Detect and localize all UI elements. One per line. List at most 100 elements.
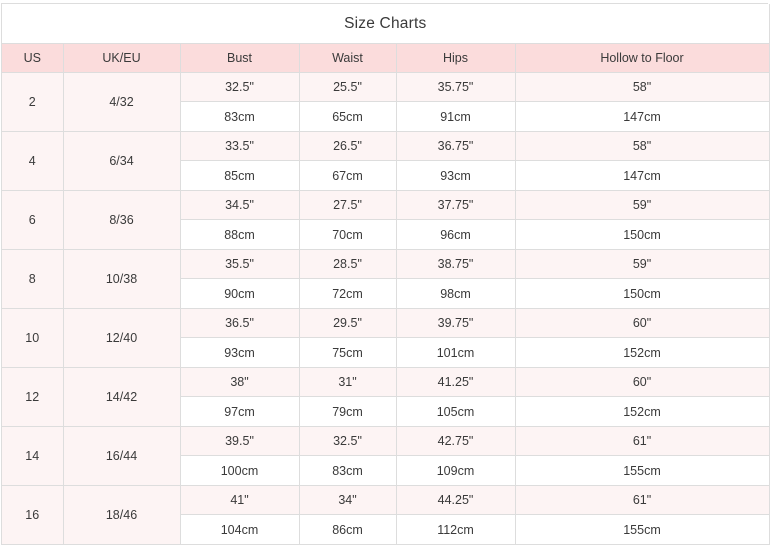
cell-bust-cm: 85cm: [180, 160, 300, 191]
column-header-waist: Waist: [299, 43, 397, 73]
column-header-hollow-to-floor: Hollow to Floor: [515, 43, 770, 73]
cell-hollow-to-floor-cm: 150cm: [515, 219, 770, 250]
cell-bust-inches: 32.5": [180, 72, 300, 102]
cell-hollow-to-floor-inches: 59": [515, 190, 770, 220]
cell-bust-cm: 93cm: [180, 337, 300, 368]
cell-hollow-to-floor-inches: 60": [515, 367, 770, 397]
table-row: 90cm 72cm 98cm 150cm: [2, 278, 770, 309]
cell-waist-cm: 72cm: [299, 278, 397, 309]
cell-waist-cm: 86cm: [299, 514, 397, 545]
cell-waist-inches: 29.5": [299, 308, 397, 338]
cell-bust-cm: 100cm: [180, 455, 300, 486]
cell-waist-inches: 31": [299, 367, 397, 397]
cell-us: 6: [2, 190, 64, 250]
cell-bust-cm: 83cm: [180, 101, 300, 132]
cell-uk-eu: 6/34: [63, 131, 181, 191]
table-header-row: US UK/EU Bust Waist Hips Hollow to Floor: [2, 43, 770, 73]
cell-bust-inches: 34.5": [180, 190, 300, 220]
cell-us: 16: [2, 485, 64, 545]
cell-bust-inches: 33.5": [180, 131, 300, 161]
cell-hips-cm: 101cm: [396, 337, 516, 368]
cell-hips-inches: 42.75": [396, 426, 516, 456]
cell-hollow-to-floor-inches: 58": [515, 131, 770, 161]
table-row: 14 16/44 39.5" 32.5" 42.75" 61": [2, 426, 770, 486]
cell-hollow-to-floor-inches: 61": [515, 426, 770, 456]
cell-hollow-to-floor-inches: 61": [515, 485, 770, 515]
cell-hollow-to-floor-cm: 150cm: [515, 278, 770, 309]
cell-hips-cm: 96cm: [396, 219, 516, 250]
cell-us: 2: [2, 72, 64, 132]
cell-bust-inches: 36.5": [180, 308, 300, 338]
table-row: 6 8/36 34.5" 27.5" 37.75" 59": [2, 190, 770, 250]
cell-waist-inches: 32.5": [299, 426, 397, 456]
cell-uk-eu: 14/42: [63, 367, 181, 427]
cell-hollow-to-floor-cm: 152cm: [515, 337, 770, 368]
cell-waist-inches: 26.5": [299, 131, 397, 161]
cell-hips-cm: 91cm: [396, 101, 516, 132]
cell-uk-eu: 16/44: [63, 426, 181, 486]
cell-hips-cm: 109cm: [396, 455, 516, 486]
cell-uk-eu: 12/40: [63, 308, 181, 368]
page-title: Size Charts: [2, 4, 770, 44]
table-row: 97cm 79cm 105cm 152cm: [2, 396, 770, 427]
table-row: 88cm 70cm 96cm 150cm: [2, 219, 770, 250]
table-row: 8 10/38 35.5" 28.5" 38.75" 59": [2, 249, 770, 309]
cell-uk-eu: 4/32: [63, 72, 181, 132]
cell-uk-eu: 8/36: [63, 190, 181, 250]
cell-hollow-to-floor-cm: 155cm: [515, 455, 770, 486]
cell-hips-cm: 105cm: [396, 396, 516, 427]
cell-waist-inches: 28.5": [299, 249, 397, 279]
cell-hollow-to-floor-inches: 58": [515, 72, 770, 102]
table-body: 2 4/32 32.5" 25.5" 35.75" 58" 83cm 65cm 91cm 147c…: [2, 72, 770, 545]
cell-hips-inches: 35.75": [396, 72, 516, 102]
cell-us: 10: [2, 308, 64, 368]
cell-waist-inches: 25.5": [299, 72, 397, 102]
cell-hips-inches: 36.75": [396, 131, 516, 161]
cell-us: 4: [2, 131, 64, 191]
cell-us: 12: [2, 367, 64, 427]
table-row: 100cm 83cm 109cm 155cm: [2, 455, 770, 486]
cell-waist-cm: 79cm: [299, 396, 397, 427]
cell-hollow-to-floor-cm: 155cm: [515, 514, 770, 545]
cell-bust-cm: 90cm: [180, 278, 300, 309]
cell-us: 14: [2, 426, 64, 486]
cell-waist-cm: 83cm: [299, 455, 397, 486]
table-row: 4 6/34 33.5" 26.5" 36.75" 58": [2, 131, 770, 191]
cell-waist-inches: 27.5": [299, 190, 397, 220]
column-header-hips: Hips: [396, 43, 516, 73]
cell-hollow-to-floor-cm: 147cm: [515, 101, 770, 132]
cell-waist-cm: 67cm: [299, 160, 397, 191]
cell-bust-cm: 88cm: [180, 219, 300, 250]
cell-bust-inches: 35.5": [180, 249, 300, 279]
cell-uk-eu: 10/38: [63, 249, 181, 309]
cell-waist-cm: 65cm: [299, 101, 397, 132]
cell-hollow-to-floor-inches: 59": [515, 249, 770, 279]
column-header-bust: Bust: [180, 43, 300, 73]
table-row: 12 14/42 38" 31" 41.25" 60": [2, 367, 770, 427]
cell-hips-inches: 41.25": [396, 367, 516, 397]
table-row: 85cm 67cm 93cm 147cm: [2, 160, 770, 191]
size-chart-table: Size Charts US UK/EU Bust Waist Hips Hol…: [2, 4, 770, 545]
cell-waist-inches: 34": [299, 485, 397, 515]
cell-bust-inches: 38": [180, 367, 300, 397]
table-row: 93cm 75cm 101cm 152cm: [2, 337, 770, 368]
table-row: 83cm 65cm 91cm 147cm: [2, 101, 770, 132]
column-header-uk-eu: UK/EU: [63, 43, 181, 73]
cell-waist-cm: 75cm: [299, 337, 397, 368]
column-header-us: US: [2, 43, 64, 73]
chart-title-row: Size Charts: [2, 4, 770, 44]
table-row: 10 12/40 36.5" 29.5" 39.75" 60": [2, 308, 770, 368]
cell-hips-cm: 112cm: [396, 514, 516, 545]
cell-hips-inches: 44.25": [396, 485, 516, 515]
cell-bust-cm: 97cm: [180, 396, 300, 427]
cell-bust-inches: 39.5": [180, 426, 300, 456]
cell-hollow-to-floor-cm: 147cm: [515, 160, 770, 191]
table-row: 2 4/32 32.5" 25.5" 35.75" 58": [2, 72, 770, 132]
cell-hips-inches: 38.75": [396, 249, 516, 279]
cell-hips-cm: 93cm: [396, 160, 516, 191]
table-row: 16 18/46 41" 34" 44.25" 61": [2, 485, 770, 545]
cell-hips-inches: 39.75": [396, 308, 516, 338]
cell-hollow-to-floor-cm: 152cm: [515, 396, 770, 427]
cell-hips-cm: 98cm: [396, 278, 516, 309]
cell-us: 8: [2, 249, 64, 309]
